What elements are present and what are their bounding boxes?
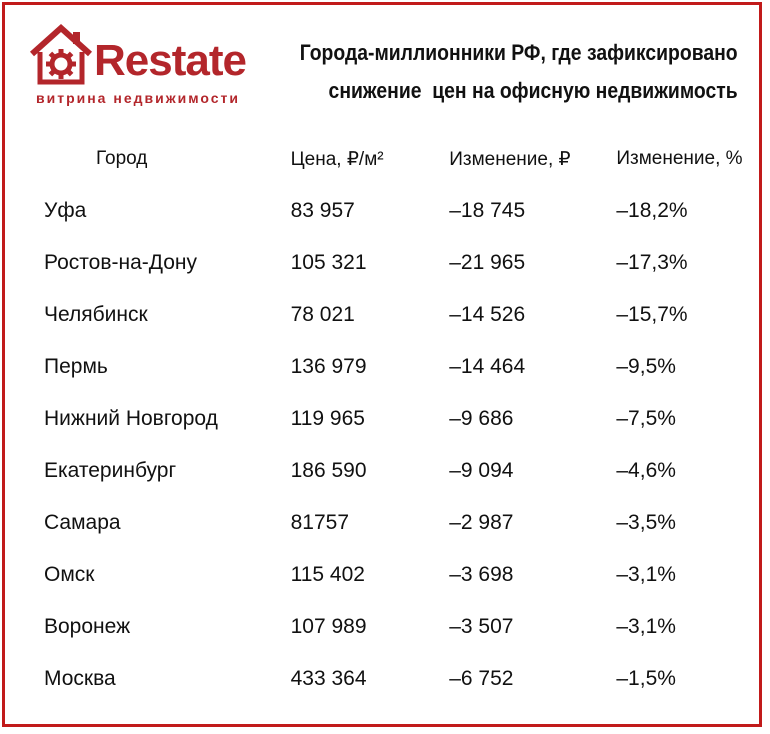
table-row: Челябинск 78 021 –14 526 –15,7% (44, 289, 744, 341)
table-row: Омск 115 402 –3 698 –3,1% (44, 549, 744, 601)
table-header-row: Город Цена, ₽/м² Изменение, ₽ Изменение,… (44, 133, 744, 185)
header-price: Цена, ₽/м² (290, 148, 384, 170)
cell-city: Челябинск (44, 303, 148, 326)
cell-change-rub: –3 698 (449, 563, 514, 586)
offices-price-table: Город Цена, ₽/м² Изменение, ₽ Изменение,… (44, 133, 744, 705)
table-row: Ростов-на-Дону 105 321 –21 965 –17,3% (44, 237, 744, 289)
cell-change-rub: –21 965 (449, 251, 526, 274)
cell-city: Самара (44, 511, 121, 534)
red-frame-border (2, 2, 762, 727)
cell-price: 115 402 (290, 563, 365, 586)
cell-change-pct: –1,5% (616, 667, 676, 690)
cell-price: 78 021 (290, 303, 355, 326)
table-row: Самара 81757 –2 987 –3,5% (44, 497, 744, 549)
cell-change-rub: –6 752 (449, 667, 514, 690)
table-row: Нижний Новгород 119 965 –9 686 –7,5% (44, 393, 744, 445)
cell-change-rub: –14 464 (449, 355, 526, 378)
cell-change-pct: –9,5% (616, 355, 676, 378)
header-change-pct: Изменение, % (616, 148, 743, 169)
cell-city: Ростов-на-Дону (44, 251, 197, 274)
cell-city: Омск (44, 563, 95, 586)
cell-change-pct: –17,3% (616, 251, 688, 274)
cell-change-pct: –3,1% (616, 563, 676, 586)
title-line-1: Города-миллионники РФ, где зафиксировано (300, 40, 738, 65)
cell-city: Нижний Новгород (44, 407, 218, 430)
cell-change-rub: –9 094 (449, 459, 514, 482)
cell-change-rub: –3 507 (449, 615, 514, 638)
table-row: Пермь 136 979 –14 464 –9,5% (44, 341, 744, 393)
cell-city: Воронеж (44, 615, 131, 638)
cell-price: 107 989 (290, 615, 367, 638)
cell-change-pct: –15,7% (616, 303, 688, 326)
cell-change-pct: –4,6% (616, 459, 676, 482)
table-row: Москва 433 364 –6 752 –1,5% (44, 653, 744, 705)
cell-city: Екатеринбург (44, 459, 177, 482)
cell-price: 119 965 (290, 407, 365, 430)
page-title: Города-миллионники РФ, где зафиксировано… (300, 34, 738, 110)
cell-price: 433 364 (290, 667, 367, 690)
cell-change-pct: –3,1% (616, 615, 676, 638)
cell-change-rub: –18 745 (449, 199, 526, 222)
restate-logo: Restate витрина недвижимости (28, 20, 268, 110)
cell-change-pct: –3,5% (616, 511, 676, 534)
cell-change-rub: –14 526 (449, 303, 526, 326)
header-change-rub: Изменение, ₽ (449, 148, 571, 170)
cell-city: Пермь (44, 355, 108, 378)
header-city: Город (96, 148, 148, 169)
cell-change-rub: –9 686 (449, 407, 514, 430)
cell-price: 186 590 (290, 459, 367, 482)
house-gear-icon (29, 23, 93, 85)
cell-city: Уфа (44, 199, 87, 222)
logo-tagline: витрина недвижимости (36, 90, 241, 106)
cell-price: 105 321 (290, 251, 367, 274)
cell-change-pct: –18,2% (616, 199, 688, 222)
cell-price: 136 979 (290, 355, 367, 378)
cell-city: Москва (44, 667, 116, 690)
cell-change-rub: –2 987 (449, 511, 514, 534)
cell-price: 83 957 (290, 199, 355, 222)
table-row: Уфа 83 957 –18 745 –18,2% (44, 185, 744, 237)
table-row: Воронеж 107 989 –3 507 –3,1% (44, 601, 744, 653)
table-row: Екатеринбург 186 590 –9 094 –4,6% (44, 445, 744, 497)
cell-change-pct: –7,5% (616, 407, 676, 430)
logo-wordmark: Restate (94, 36, 247, 85)
cell-price: 81757 (290, 511, 350, 534)
title-line-2: снижение цен на офисную недвижимость (328, 78, 738, 103)
